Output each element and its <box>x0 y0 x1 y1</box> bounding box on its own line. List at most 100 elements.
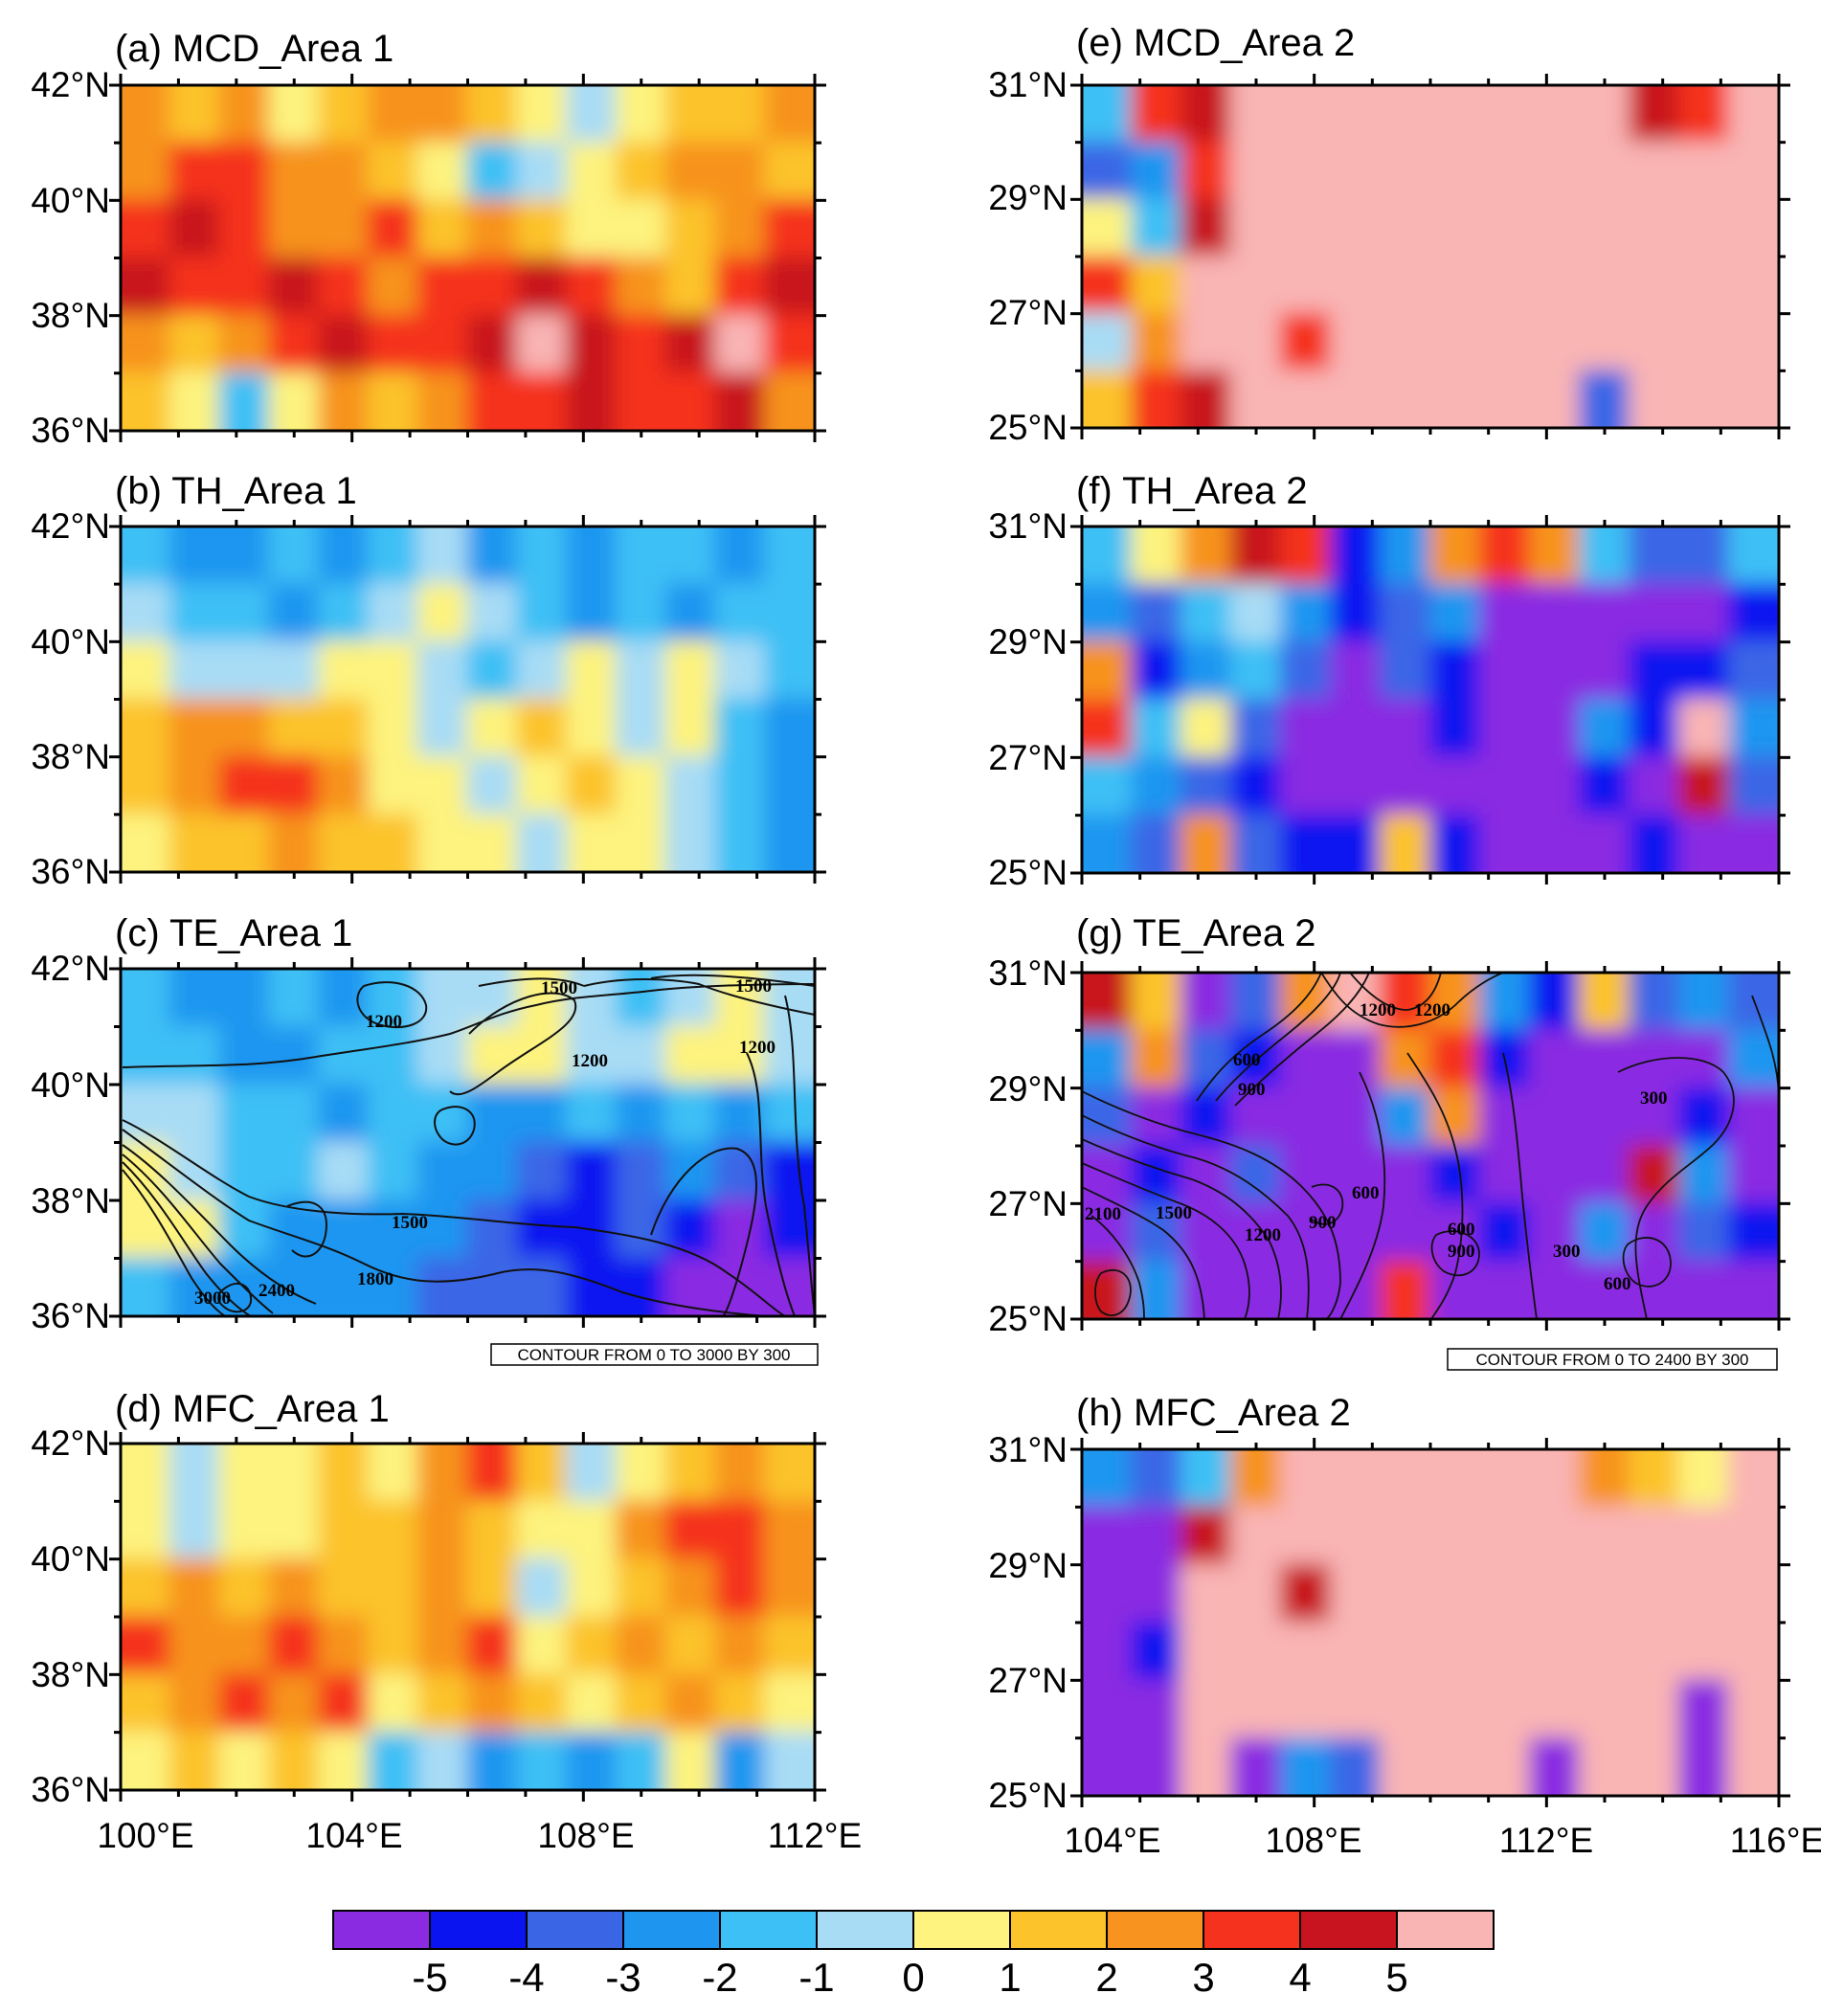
field-cell <box>1062 198 1133 258</box>
panel-g-field: 1200 1200 600 900 300 2100 1500 1200 900… <box>1062 952 1799 1339</box>
field-cell <box>318 1142 370 1202</box>
field-cell <box>516 506 568 585</box>
field-cell <box>1380 1737 1431 1816</box>
field-cell <box>1180 506 1232 585</box>
field-cell <box>1280 756 1332 816</box>
field-cell <box>1280 1622 1332 1681</box>
field-cell <box>169 1084 221 1144</box>
field-cell <box>1728 1737 1799 1816</box>
field-cell <box>318 1423 370 1502</box>
field-cell <box>1180 1506 1232 1565</box>
field-cell <box>1579 1622 1630 1681</box>
field-cell <box>1429 1564 1481 1624</box>
field-cell <box>1529 1506 1581 1565</box>
field-cell <box>1230 1564 1282 1624</box>
field-cell <box>665 814 717 892</box>
field-cell <box>417 1142 469 1202</box>
field-cell <box>566 1258 618 1337</box>
field-cell <box>1380 1622 1431 1681</box>
field-cell <box>219 506 271 585</box>
field-cell <box>318 315 370 374</box>
field-cell <box>1230 256 1282 315</box>
panel-g-contour-label: 1200 <box>1414 1000 1450 1020</box>
field-cell <box>1678 1087 1730 1147</box>
field-cell <box>1579 198 1630 258</box>
field-cell <box>1479 198 1531 258</box>
field-cell <box>219 756 271 816</box>
field-cell <box>665 1732 717 1810</box>
panel-b-field-cells <box>101 506 835 892</box>
field-cell <box>219 814 271 892</box>
field-cell <box>665 640 717 700</box>
field-cell <box>467 949 519 1028</box>
field-cell <box>101 65 171 144</box>
field-cell <box>101 1558 171 1618</box>
field-cell <box>268 1616 320 1675</box>
field-cell <box>268 65 320 144</box>
field-cell <box>169 1616 221 1675</box>
panel-h-ytick-0: 25°N <box>988 1776 1068 1815</box>
field-cell <box>1678 256 1730 315</box>
field-cell <box>169 814 221 892</box>
field-cell <box>1629 1429 1680 1508</box>
colorbar-label: 5 <box>1385 1955 1407 2000</box>
panel-g-note-text: CONTOUR FROM 0 TO 2400 BY 300 <box>1475 1351 1748 1369</box>
field-cell <box>1728 1261 1799 1339</box>
field-cell <box>1629 198 1680 258</box>
field-cell <box>1429 256 1481 315</box>
field-cell <box>665 1142 717 1202</box>
field-cell <box>268 1423 320 1502</box>
field-cell <box>1180 256 1232 315</box>
field-cell <box>1380 641 1431 701</box>
field-cell <box>169 142 221 201</box>
field-cell <box>219 1673 271 1733</box>
field-cell <box>616 1026 667 1086</box>
field-cell <box>268 506 320 585</box>
field-cell <box>566 756 618 816</box>
field-cell <box>169 699 221 758</box>
field-cell <box>1579 370 1630 448</box>
field-cell <box>1180 699 1232 758</box>
panel-b-ytick-2: 40°N <box>31 622 110 661</box>
field-cell <box>516 814 568 892</box>
field-cell <box>516 142 568 201</box>
field-cell <box>101 199 171 258</box>
colorbar-box <box>527 1911 623 1949</box>
field-cell <box>764 1732 835 1810</box>
field-cell <box>417 142 469 201</box>
field-cell <box>1579 699 1630 758</box>
field-cell <box>1230 506 1282 585</box>
field-cell <box>1479 313 1531 372</box>
field-cell <box>764 583 835 642</box>
field-cell <box>714 814 766 892</box>
field-cell <box>665 583 717 642</box>
field-cell <box>1180 952 1232 1031</box>
field-cell <box>1330 198 1382 258</box>
field-cell <box>1429 142 1481 201</box>
field-cell <box>169 1558 221 1618</box>
field-cell <box>1180 1564 1232 1624</box>
field-cell <box>1062 756 1133 816</box>
field-cell <box>417 372 469 451</box>
panel-h-x-ticks: 104°E 108°E 112°E 116°E <box>1064 1821 1821 1860</box>
panel-e-ytick-1: 27°N <box>988 293 1068 332</box>
colorbar-label: 3 <box>1192 1955 1214 2000</box>
field-cell <box>1579 583 1630 642</box>
field-cell <box>1579 1429 1630 1508</box>
field-cell <box>1131 1564 1182 1624</box>
field-cell <box>1280 506 1332 585</box>
field-cell <box>1280 1506 1332 1565</box>
field-cell <box>268 699 320 758</box>
field-cell <box>1728 1145 1799 1204</box>
panel-h-field-cells <box>1062 1429 1799 1816</box>
field-cell <box>1579 1202 1630 1262</box>
panel-c-contour-label: 1500 <box>541 978 577 998</box>
field-cell <box>1062 699 1133 758</box>
field-cell <box>1180 1679 1232 1738</box>
colorbar-box <box>430 1911 527 1949</box>
field-cell <box>714 1732 766 1810</box>
field-cell <box>764 756 835 816</box>
field-cell <box>1180 370 1232 448</box>
field-cell <box>1062 583 1133 642</box>
field-cell <box>101 756 171 816</box>
